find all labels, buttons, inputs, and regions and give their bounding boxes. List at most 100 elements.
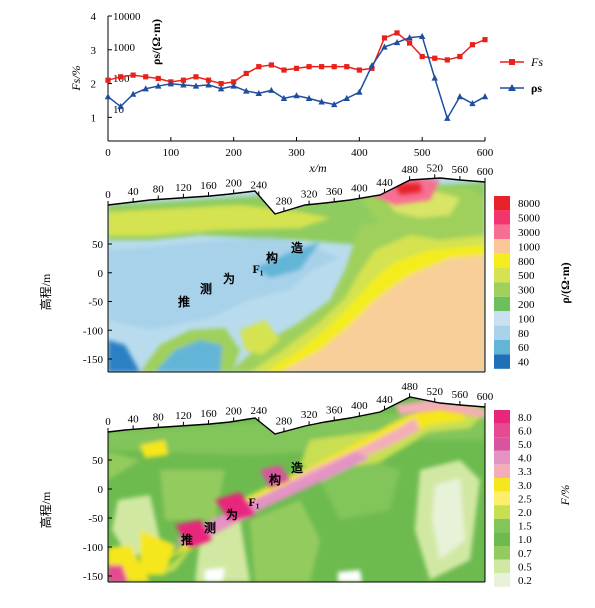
rho-point [331,100,338,108]
f-colorbar-label: F/% [558,485,572,507]
y-right-tick-label: 1000 [113,42,136,54]
x-tick-label: 80 [153,411,165,423]
rho-point [104,93,112,100]
annotation-char: F₁ [249,495,260,509]
colorbar-tick-label: 1.5 [518,521,532,533]
rho-point [255,89,262,96]
y-left-tick-label: 3 [91,45,97,57]
x-tick-label: 320 [301,189,318,201]
rho-point [318,98,325,105]
series-group [104,30,489,121]
fs-point [306,64,312,70]
x-tick-label: 0 [105,416,111,428]
colorbar-cell [494,239,510,254]
rho-point [268,86,275,93]
x-tick-label: 120 [175,410,192,422]
x-tick-label: 160 [200,408,217,420]
fs-point [143,74,149,80]
colorbar-cell [494,410,510,424]
x-tick-label: 400 [351,400,368,412]
rho-line [107,35,486,121]
colorbar-cell [494,311,510,326]
annotation-char: 为 [226,507,238,522]
colorbar-cell [494,532,510,546]
annotation-char: 推 [181,532,193,547]
fs-point [469,42,476,48]
rho-point [456,93,464,100]
colorbar-cell [494,296,510,312]
x-label: x/m [308,161,327,175]
colorbar-tick-label: 5.0 [518,439,532,451]
r-colorbar-label: ρ/(Ω·m) [558,262,572,303]
x-tick-label: 200 [225,178,242,190]
rho-point [180,81,187,88]
y-tick-label: -150 [83,571,104,583]
x-tick-label: 520 [426,386,443,398]
fs-point [331,64,337,70]
y-tick-label: -50 [88,297,103,309]
colorbar-cell [494,573,510,587]
fs-point [193,74,199,80]
colorbar-cell [494,450,510,465]
rho-point [406,34,413,41]
colorbar-cell [494,340,510,355]
rho-point [431,74,438,81]
y-left-tick-label: 1 [91,112,97,124]
colorbar-cell [494,464,510,478]
fs-point [369,65,375,71]
f-annotation: 推测为 F₁ 构造 [181,460,304,547]
y-left-ticks: 1 2 3 4 [91,11,112,124]
terrain-profile-resistivity [107,177,486,215]
colorbar-tick-label: 300 [518,285,535,297]
x-tick-label: 440 [376,394,393,406]
y-right-tick-label: 10 [113,104,125,116]
x-tick-label: 360 [326,405,343,417]
x-tick-label: 200 [225,147,242,159]
fs-point [231,79,237,85]
fs-point [117,74,124,80]
rho-point [217,85,225,92]
annotation-char: 推 [178,294,190,309]
x-tick-label: 440 [376,177,393,189]
colorbar-tick-label: 5000 [518,213,541,225]
colorbar-tick-label: 0.5 [518,561,532,573]
x-tick-label: 600 [477,147,494,159]
y-tick-label: 0 [98,268,104,280]
colorbar-tick-label: 2.0 [518,507,532,519]
fs-point [381,35,388,41]
x-tick-label: 560 [452,389,469,401]
fs-point [155,75,161,82]
x-tick-label: 600 [477,391,494,403]
x-tick-label: 360 [326,186,343,198]
rho-point [205,81,212,88]
fs-point [482,37,488,43]
x-tick-label: 560 [452,164,469,176]
colorbar-cell [494,253,510,268]
x-tick-label: 40 [128,186,140,198]
colorbar-tick-label: 2.5 [518,493,532,505]
fs-point [407,40,413,46]
rho-point [142,85,149,92]
colorbar-tick-label: 200 [518,299,535,311]
x-tick-label: 480 [401,164,418,176]
x-tick-label: 240 [251,405,268,417]
r-y-ticks: 50 0 -50 -100 -150 [83,239,112,366]
colorbar-cell [494,224,510,240]
colorbar-tick-label: 8000 [518,198,541,210]
y-tick-label: -150 [83,354,104,366]
colorbar-cell [494,437,510,451]
x-tick-label: 40 [128,413,140,425]
y-tick-label: -100 [83,542,104,554]
annotation-char: 为 [223,271,235,286]
colorbar-cell [494,505,510,519]
legend-rho-marker [508,84,516,91]
y-tick-label: 50 [92,455,104,467]
fs-point [356,67,362,73]
rho-point [393,38,401,46]
legend: Fs ρs [500,55,543,95]
y-left-tick-label: 4 [91,11,97,23]
polarizability-section: 0 40 80 120 160 200 240 280 320 360 400 440 480 520 56… [38,381,572,587]
fs-point [394,30,400,36]
